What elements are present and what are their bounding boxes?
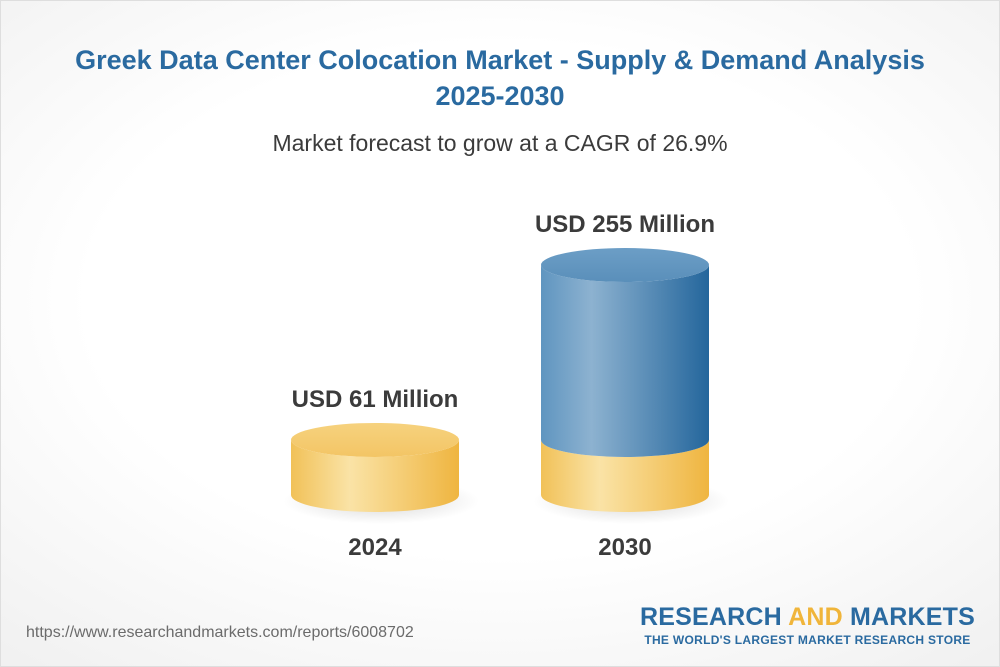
source-url[interactable]: https://www.researchandmarkets.com/repor… — [26, 624, 414, 641]
bar-2024 — [291, 439, 459, 512]
value-label-2030: USD 255 Million — [535, 211, 715, 238]
bar-2030-growth-segment — [541, 265, 709, 457]
brand-name: RESEARCH AND MARKETS — [640, 603, 975, 631]
x-tick-label-2024: 2024 — [348, 534, 402, 561]
brand-logo: RESEARCH AND MARKETS THE WORLD'S LARGEST… — [640, 603, 975, 647]
brand-word-and: AND — [788, 603, 843, 631]
brand-word-research: RESEARCH — [639, 603, 782, 631]
x-tick-label-2030: 2030 — [598, 534, 651, 561]
bar-top-2030 — [541, 248, 709, 282]
bar-2030-base-segment — [541, 439, 709, 512]
chart-title: Greek Data Center Colocation Market - Su… — [75, 45, 925, 111]
brand-word-markets: MARKETS — [849, 603, 975, 631]
brand-tagline: THE WORLD'S LARGEST MARKET RESEARCH STOR… — [644, 633, 971, 647]
value-label-2024: USD 61 Million — [292, 386, 459, 413]
bar-top-2024 — [291, 422, 459, 457]
chart-subtitle: Market forecast to grow at a CAGR of 26.… — [272, 130, 728, 156]
